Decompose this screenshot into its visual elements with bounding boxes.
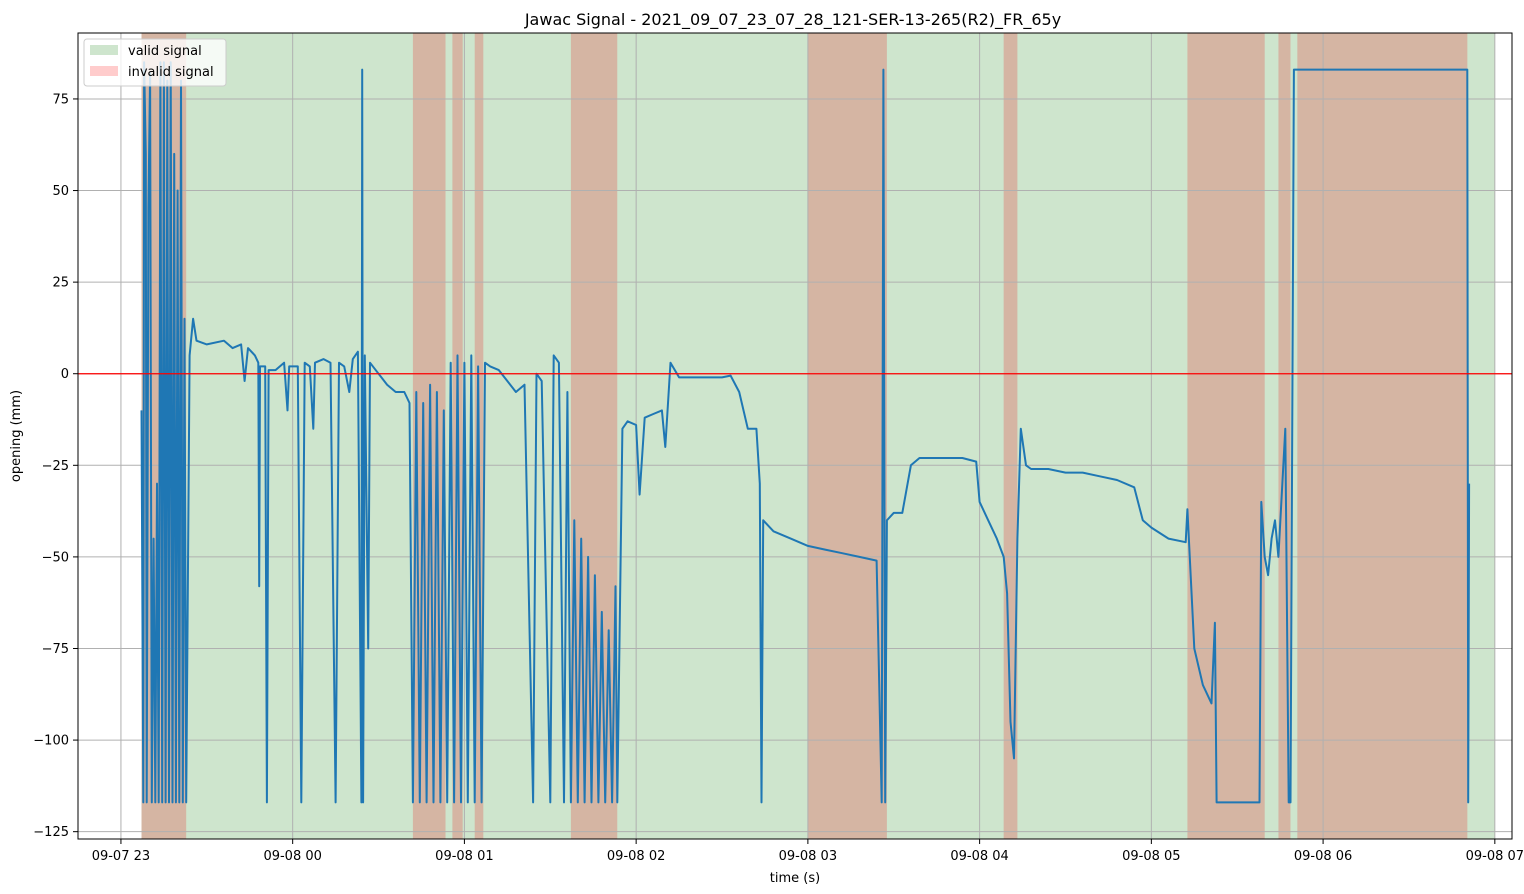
x-tick-label: 09-08 04 xyxy=(950,849,1008,864)
x-tick-label: 09-08 03 xyxy=(779,849,837,864)
invalid-band xyxy=(1297,33,1468,839)
invalid-band xyxy=(1187,33,1265,839)
y-tick-label: 75 xyxy=(52,92,69,107)
chart-title: Jawac Signal - 2021_09_07_23_07_28_121-S… xyxy=(524,10,1061,30)
signal-series xyxy=(140,61,1471,804)
x-tick-label: 09-08 05 xyxy=(1122,849,1180,864)
legend: valid signal invalid signal xyxy=(83,38,227,87)
y-tick-label: −50 xyxy=(42,550,69,565)
y-tick-label: −75 xyxy=(42,642,69,657)
invalid-band xyxy=(807,33,887,839)
x-tick-label: 09-07 23 xyxy=(92,849,150,864)
y-tick-label: −25 xyxy=(42,459,69,474)
y-tick-label: −100 xyxy=(33,734,69,749)
signal-line xyxy=(140,61,1471,804)
plot-area xyxy=(77,32,1513,840)
y-axis-ticks: 75 50 25 0 −25 −50 −75 −100 −125 xyxy=(33,92,78,840)
invalid-band xyxy=(1003,33,1018,839)
x-axis-label: time (s) xyxy=(770,871,820,886)
x-tick-label: 09-08 06 xyxy=(1294,849,1352,864)
legend-box xyxy=(83,38,227,87)
x-tick-label: 09-08 02 xyxy=(607,849,665,864)
y-tick-label: 50 xyxy=(52,184,69,199)
legend-label-invalid: invalid signal xyxy=(128,65,214,80)
y-tick-label: 0 xyxy=(61,367,69,382)
x-tick-label: 09-08 07 xyxy=(1466,849,1524,864)
x-axis-ticks: 09-07 23 09-08 00 09-08 01 09-08 02 09-08 03… xyxy=(92,839,1524,864)
plot-frame xyxy=(77,32,1513,840)
legend-label-valid: valid signal xyxy=(128,44,202,59)
y-tick-label: −125 xyxy=(33,825,69,840)
legend-swatch-valid xyxy=(90,45,118,55)
x-tick-label: 09-08 00 xyxy=(263,849,321,864)
legend-swatch-invalid xyxy=(90,66,118,76)
x-tick-label: 09-08 01 xyxy=(435,849,493,864)
y-axis-label: opening (mm) xyxy=(9,390,24,482)
y-tick-label: 25 xyxy=(52,276,69,291)
